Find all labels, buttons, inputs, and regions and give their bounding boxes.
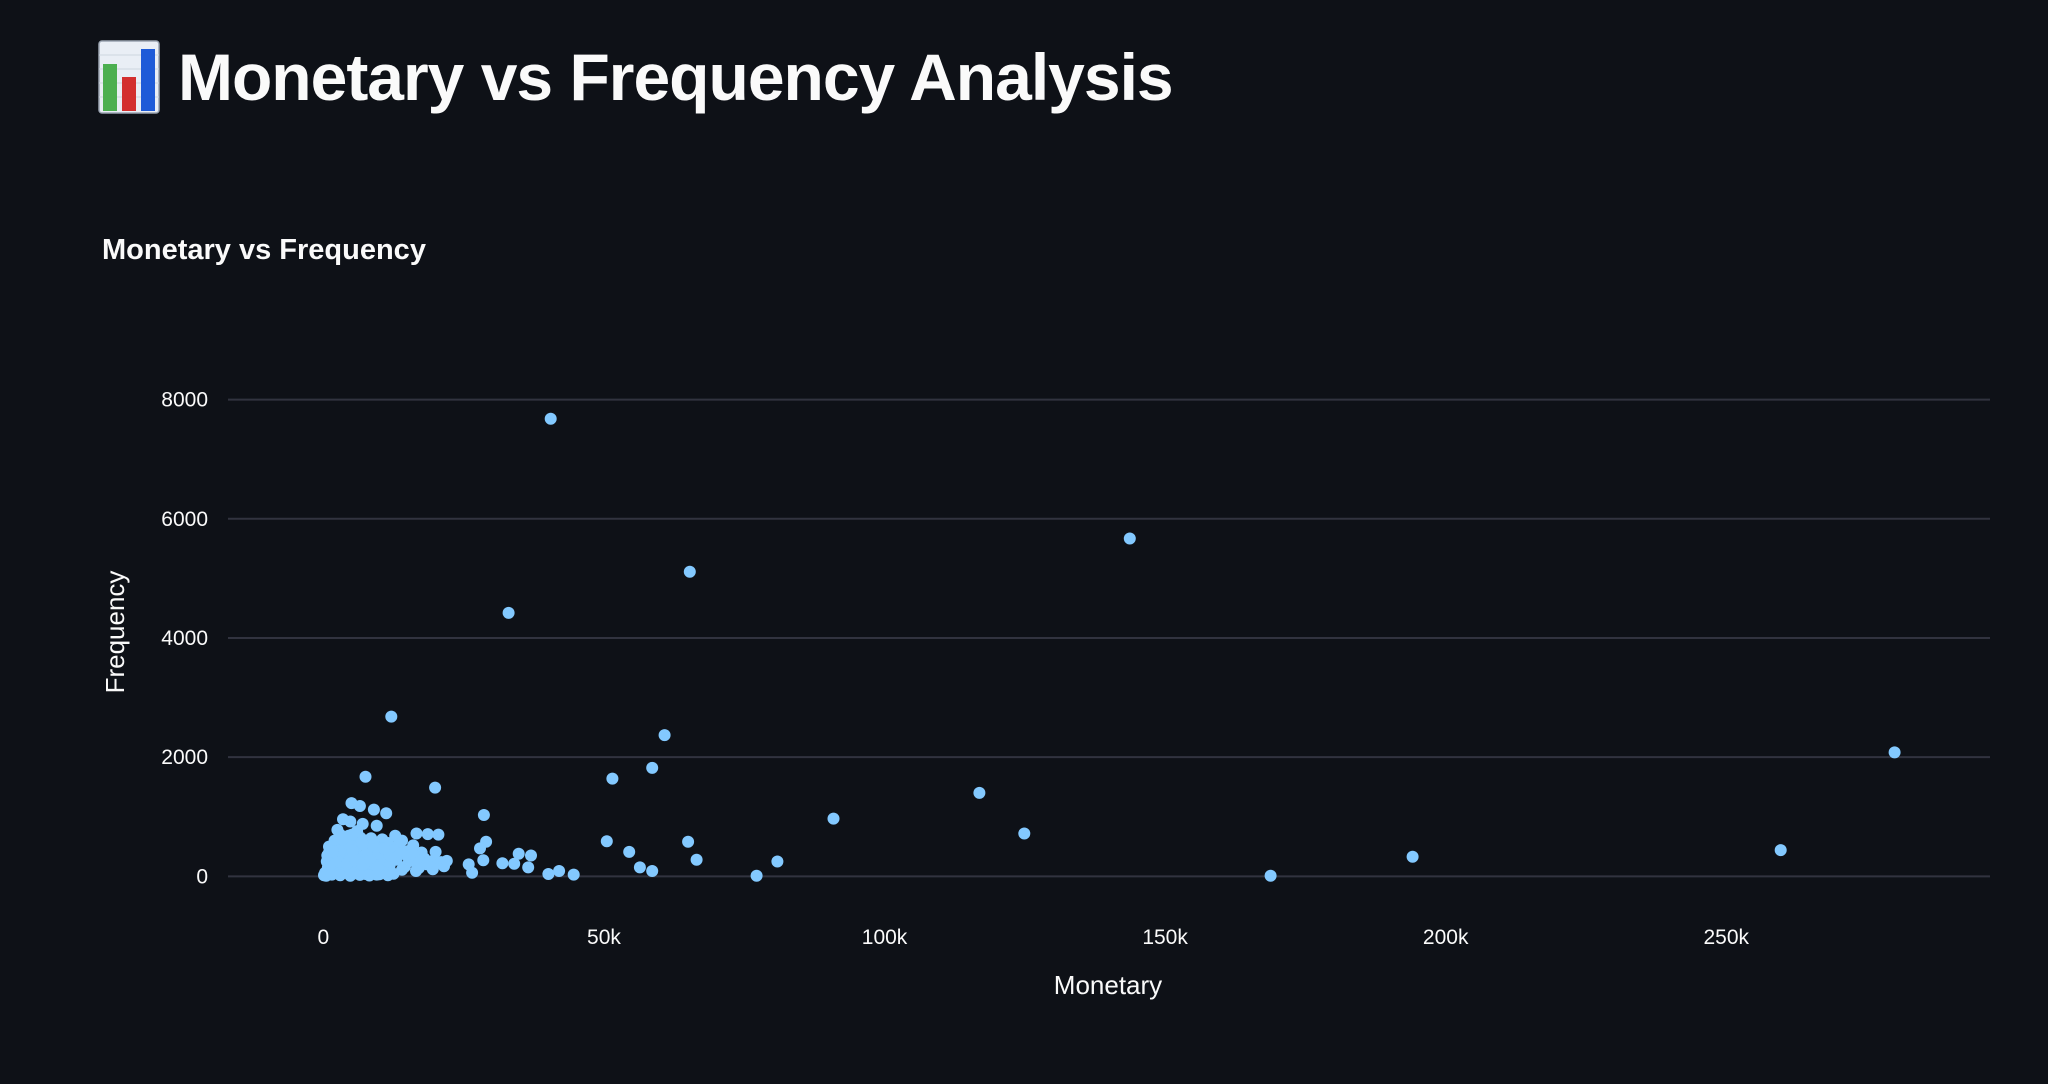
scatter-point[interactable]: [410, 865, 422, 877]
scatter-point[interactable]: [353, 868, 366, 881]
scatter-point[interactable]: [646, 761, 659, 774]
scatter-point[interactable]: [525, 849, 537, 862]
scatter-point[interactable]: [477, 809, 490, 821]
y-axis-ticks: 0 2000 4000 6000 8000: [161, 389, 208, 889]
scatter-point[interactable]: [623, 845, 636, 858]
scatter-point[interactable]: [344, 815, 357, 828]
scatter-point[interactable]: [771, 855, 784, 868]
x-tick-label: 0: [318, 926, 330, 949]
scatter-point[interactable]: [334, 869, 347, 882]
scatter-point[interactable]: [367, 803, 380, 816]
scatter-point[interactable]: [370, 819, 383, 832]
scatter-point[interactable]: [346, 844, 359, 857]
scatter-point[interactable]: [421, 828, 434, 841]
y-tick-label: 0: [196, 865, 208, 888]
scatter-point[interactable]: [387, 867, 400, 880]
scatter-points[interactable]: [318, 412, 1901, 882]
scatter-point[interactable]: [606, 772, 619, 785]
scatter-point[interactable]: [690, 853, 703, 866]
scatter-point[interactable]: [326, 845, 339, 858]
scatter-point[interactable]: [432, 828, 445, 841]
scatter-point[interactable]: [682, 835, 695, 848]
bar-chart-icon: [98, 40, 160, 114]
x-tick-label: 150k: [1142, 926, 1188, 949]
scatter-point[interactable]: [508, 857, 521, 870]
scatter-point[interactable]: [474, 842, 486, 855]
x-axis-ticks: 0 50k 100k 150k 200k 250k: [318, 926, 1750, 949]
gridlines: [228, 398, 1990, 878]
scatter-point[interactable]: [353, 800, 366, 812]
scatter-point[interactable]: [512, 847, 525, 860]
scatter-point[interactable]: [346, 828, 358, 841]
scatter-point[interactable]: [496, 857, 509, 870]
scatter-point[interactable]: [542, 868, 555, 880]
scatter-point[interactable]: [567, 868, 580, 881]
page-title: Monetary vs Frequency Analysis: [178, 40, 1174, 114]
scatter-point[interactable]: [380, 807, 393, 820]
y-tick-label: 4000: [161, 627, 208, 650]
scatter-point[interactable]: [466, 866, 479, 879]
x-tick-label: 200k: [1423, 926, 1469, 949]
page-header: Monetary vs Frequency Analysis: [98, 40, 1174, 114]
scatter-point[interactable]: [477, 854, 490, 867]
scatter-point[interactable]: [336, 833, 349, 846]
scatter-point[interactable]: [827, 812, 840, 825]
scatter-point[interactable]: [1264, 869, 1277, 882]
y-tick-label: 6000: [161, 508, 208, 531]
emoji-bar-blue: [141, 49, 155, 111]
emoji-bar-green: [103, 64, 117, 111]
y-axis-label: Frequency: [100, 571, 130, 694]
scatter-point[interactable]: [553, 865, 566, 877]
x-tick-label: 50k: [587, 926, 621, 949]
scatter-point[interactable]: [410, 827, 423, 840]
scatter-point[interactable]: [522, 861, 535, 874]
y-tick-label: 2000: [161, 746, 208, 769]
x-tick-label: 250k: [1703, 926, 1749, 949]
scatter-point[interactable]: [1018, 827, 1031, 840]
scatter-point[interactable]: [633, 861, 646, 874]
chart-title: Monetary vs Frequency: [102, 234, 426, 266]
scatter-point[interactable]: [344, 869, 357, 882]
x-axis-label: Monetary: [1054, 970, 1162, 1000]
scatter-point[interactable]: [1123, 532, 1136, 545]
x-tick-label: 100k: [862, 926, 908, 949]
scatter-point[interactable]: [440, 854, 453, 867]
scatter-point[interactable]: [750, 869, 763, 882]
scatter-point[interactable]: [429, 781, 442, 794]
scatter-point[interactable]: [544, 412, 557, 425]
scatter-point[interactable]: [421, 858, 434, 871]
scatter-point[interactable]: [1888, 746, 1901, 759]
scatter-point[interactable]: [1406, 850, 1419, 863]
y-tick-label: 8000: [161, 389, 208, 412]
scatter-point[interactable]: [973, 786, 986, 799]
scatter-point[interactable]: [356, 837, 369, 849]
scatter-point[interactable]: [1774, 844, 1787, 857]
scatter-point[interactable]: [658, 729, 671, 742]
scatter-point[interactable]: [359, 770, 372, 783]
scatter-point[interactable]: [683, 565, 696, 578]
scatter-point[interactable]: [600, 835, 613, 848]
scatter-point[interactable]: [502, 606, 515, 619]
emoji-bar-red: [122, 77, 136, 111]
scatter-point[interactable]: [363, 869, 376, 882]
scatter-point[interactable]: [646, 865, 659, 877]
scatter-point[interactable]: [385, 710, 398, 723]
scatter-point[interactable]: [371, 861, 384, 874]
